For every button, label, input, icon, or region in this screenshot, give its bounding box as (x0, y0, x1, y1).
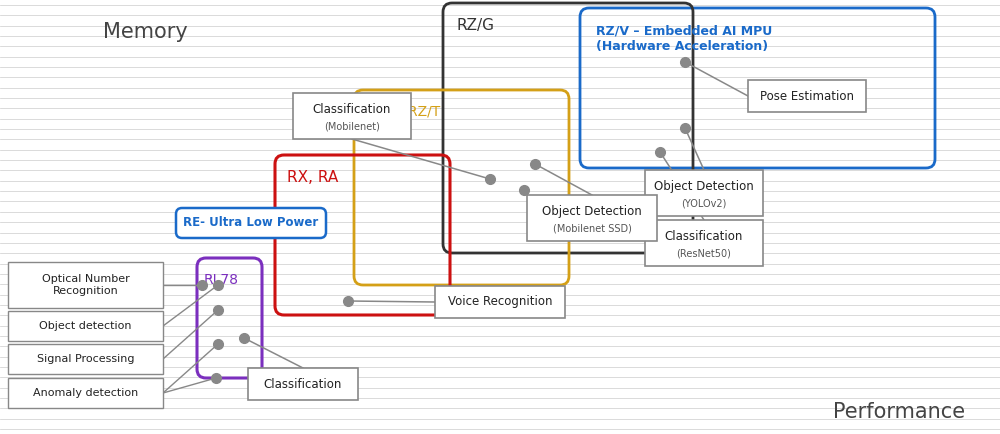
Text: Voice Recognition: Voice Recognition (448, 296, 552, 309)
Text: RL78: RL78 (204, 273, 239, 287)
Text: RZ/V – Embedded AI MPU
(Hardware Acceleration): RZ/V – Embedded AI MPU (Hardware Acceler… (596, 25, 772, 53)
Text: Object Detection: Object Detection (542, 204, 642, 217)
FancyBboxPatch shape (435, 286, 565, 318)
FancyBboxPatch shape (293, 93, 411, 139)
FancyBboxPatch shape (8, 262, 163, 308)
FancyBboxPatch shape (8, 378, 163, 408)
Text: Classification: Classification (264, 378, 342, 391)
FancyBboxPatch shape (8, 311, 163, 341)
Text: RE- Ultra Low Power: RE- Ultra Low Power (183, 217, 319, 230)
Text: Object Detection: Object Detection (654, 180, 754, 193)
Text: Performance: Performance (833, 402, 965, 422)
Text: (Mobilenet SSD): (Mobilenet SSD) (553, 223, 631, 233)
FancyBboxPatch shape (645, 220, 763, 266)
Text: RZ/A, RZ/T: RZ/A, RZ/T (366, 105, 440, 119)
FancyBboxPatch shape (748, 80, 866, 112)
FancyBboxPatch shape (645, 170, 763, 216)
FancyBboxPatch shape (527, 195, 657, 241)
Text: (YOLOv2): (YOLOv2) (681, 198, 727, 208)
Text: Memory: Memory (103, 22, 187, 42)
Text: Pose Estimation: Pose Estimation (760, 89, 854, 102)
Text: Anomaly detection: Anomaly detection (33, 388, 138, 398)
Text: RZ/G: RZ/G (456, 18, 494, 33)
Text: (Mobilenet): (Mobilenet) (324, 121, 380, 131)
FancyBboxPatch shape (248, 368, 358, 400)
Text: Object detection: Object detection (39, 321, 132, 331)
FancyBboxPatch shape (8, 344, 163, 374)
Text: Signal Processing: Signal Processing (37, 354, 134, 364)
Text: Optical Number
Recognition: Optical Number Recognition (42, 274, 129, 296)
Text: Classification: Classification (313, 102, 391, 115)
FancyBboxPatch shape (176, 208, 326, 238)
Text: (ResNet50): (ResNet50) (677, 248, 731, 258)
Text: RX, RA: RX, RA (287, 170, 338, 185)
Text: Classification: Classification (665, 230, 743, 243)
